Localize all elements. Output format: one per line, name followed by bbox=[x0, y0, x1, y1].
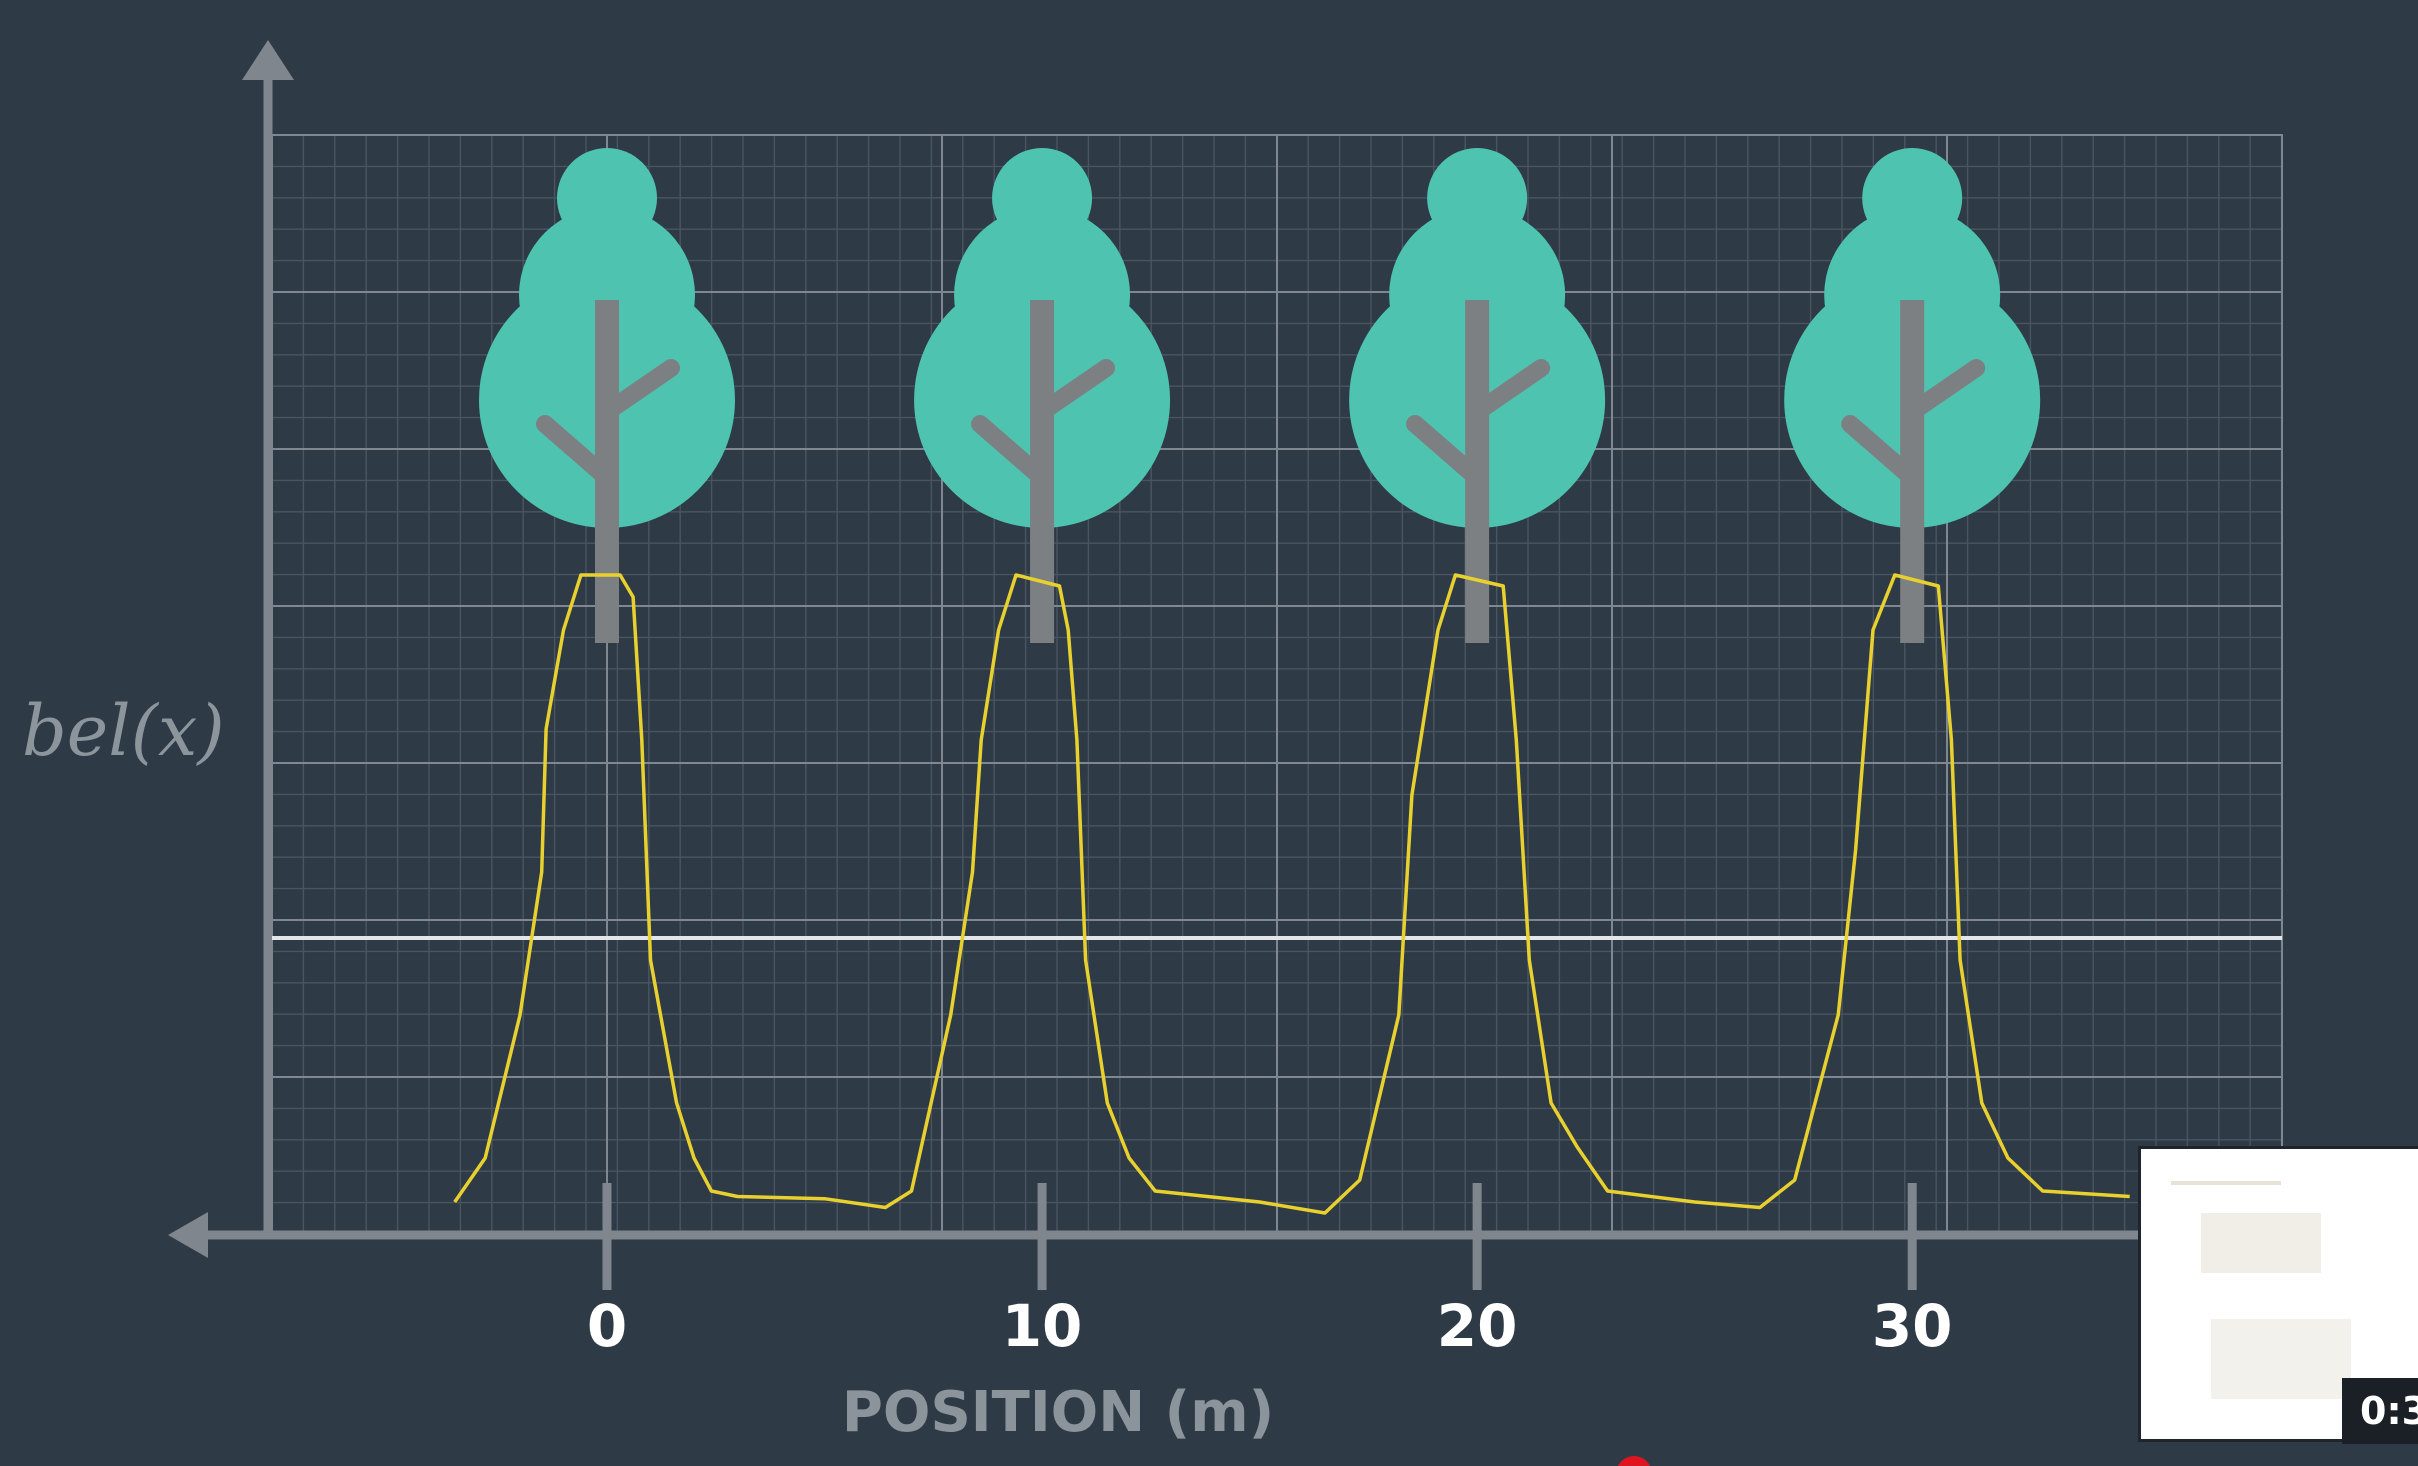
tree-branch-left bbox=[1841, 415, 1922, 487]
tree-icon bbox=[914, 148, 1171, 643]
x-axis-arrow-icon bbox=[168, 1212, 208, 1258]
tree-landmarks bbox=[479, 148, 2041, 643]
tree-branch-left bbox=[971, 415, 1052, 487]
chart-axes bbox=[168, 40, 2418, 1258]
x-axis-label: POSITION (m) bbox=[841, 1380, 1275, 1445]
tree-branch-left bbox=[1406, 415, 1487, 487]
y-axis-label: bel(x) bbox=[22, 690, 225, 772]
belief-series-group bbox=[453, 573, 2130, 1215]
tree-icon bbox=[479, 148, 735, 643]
video-time-badge: 0:3 bbox=[2342, 1378, 2418, 1444]
tree-icon bbox=[1784, 148, 2041, 643]
progress-scrubber-handle[interactable] bbox=[1616, 1456, 1652, 1466]
x-axis-ticks bbox=[602, 1183, 1917, 1290]
tree-icon bbox=[1349, 148, 1606, 643]
x-tick-label: 30 bbox=[1871, 1292, 1953, 1360]
x-tick-label: 10 bbox=[1001, 1292, 1083, 1360]
tree-branch-left bbox=[536, 415, 616, 487]
belief-line bbox=[453, 573, 2130, 1215]
tree-branch-right bbox=[598, 359, 680, 421]
x-tick-label: 0 bbox=[586, 1292, 628, 1360]
tree-branch-right bbox=[1903, 359, 1986, 421]
y-axis-arrow-icon bbox=[242, 40, 294, 80]
tree-branch-right bbox=[1468, 359, 1551, 421]
tree-branch-right bbox=[1033, 359, 1116, 421]
x-tick-label: 20 bbox=[1436, 1292, 1518, 1360]
